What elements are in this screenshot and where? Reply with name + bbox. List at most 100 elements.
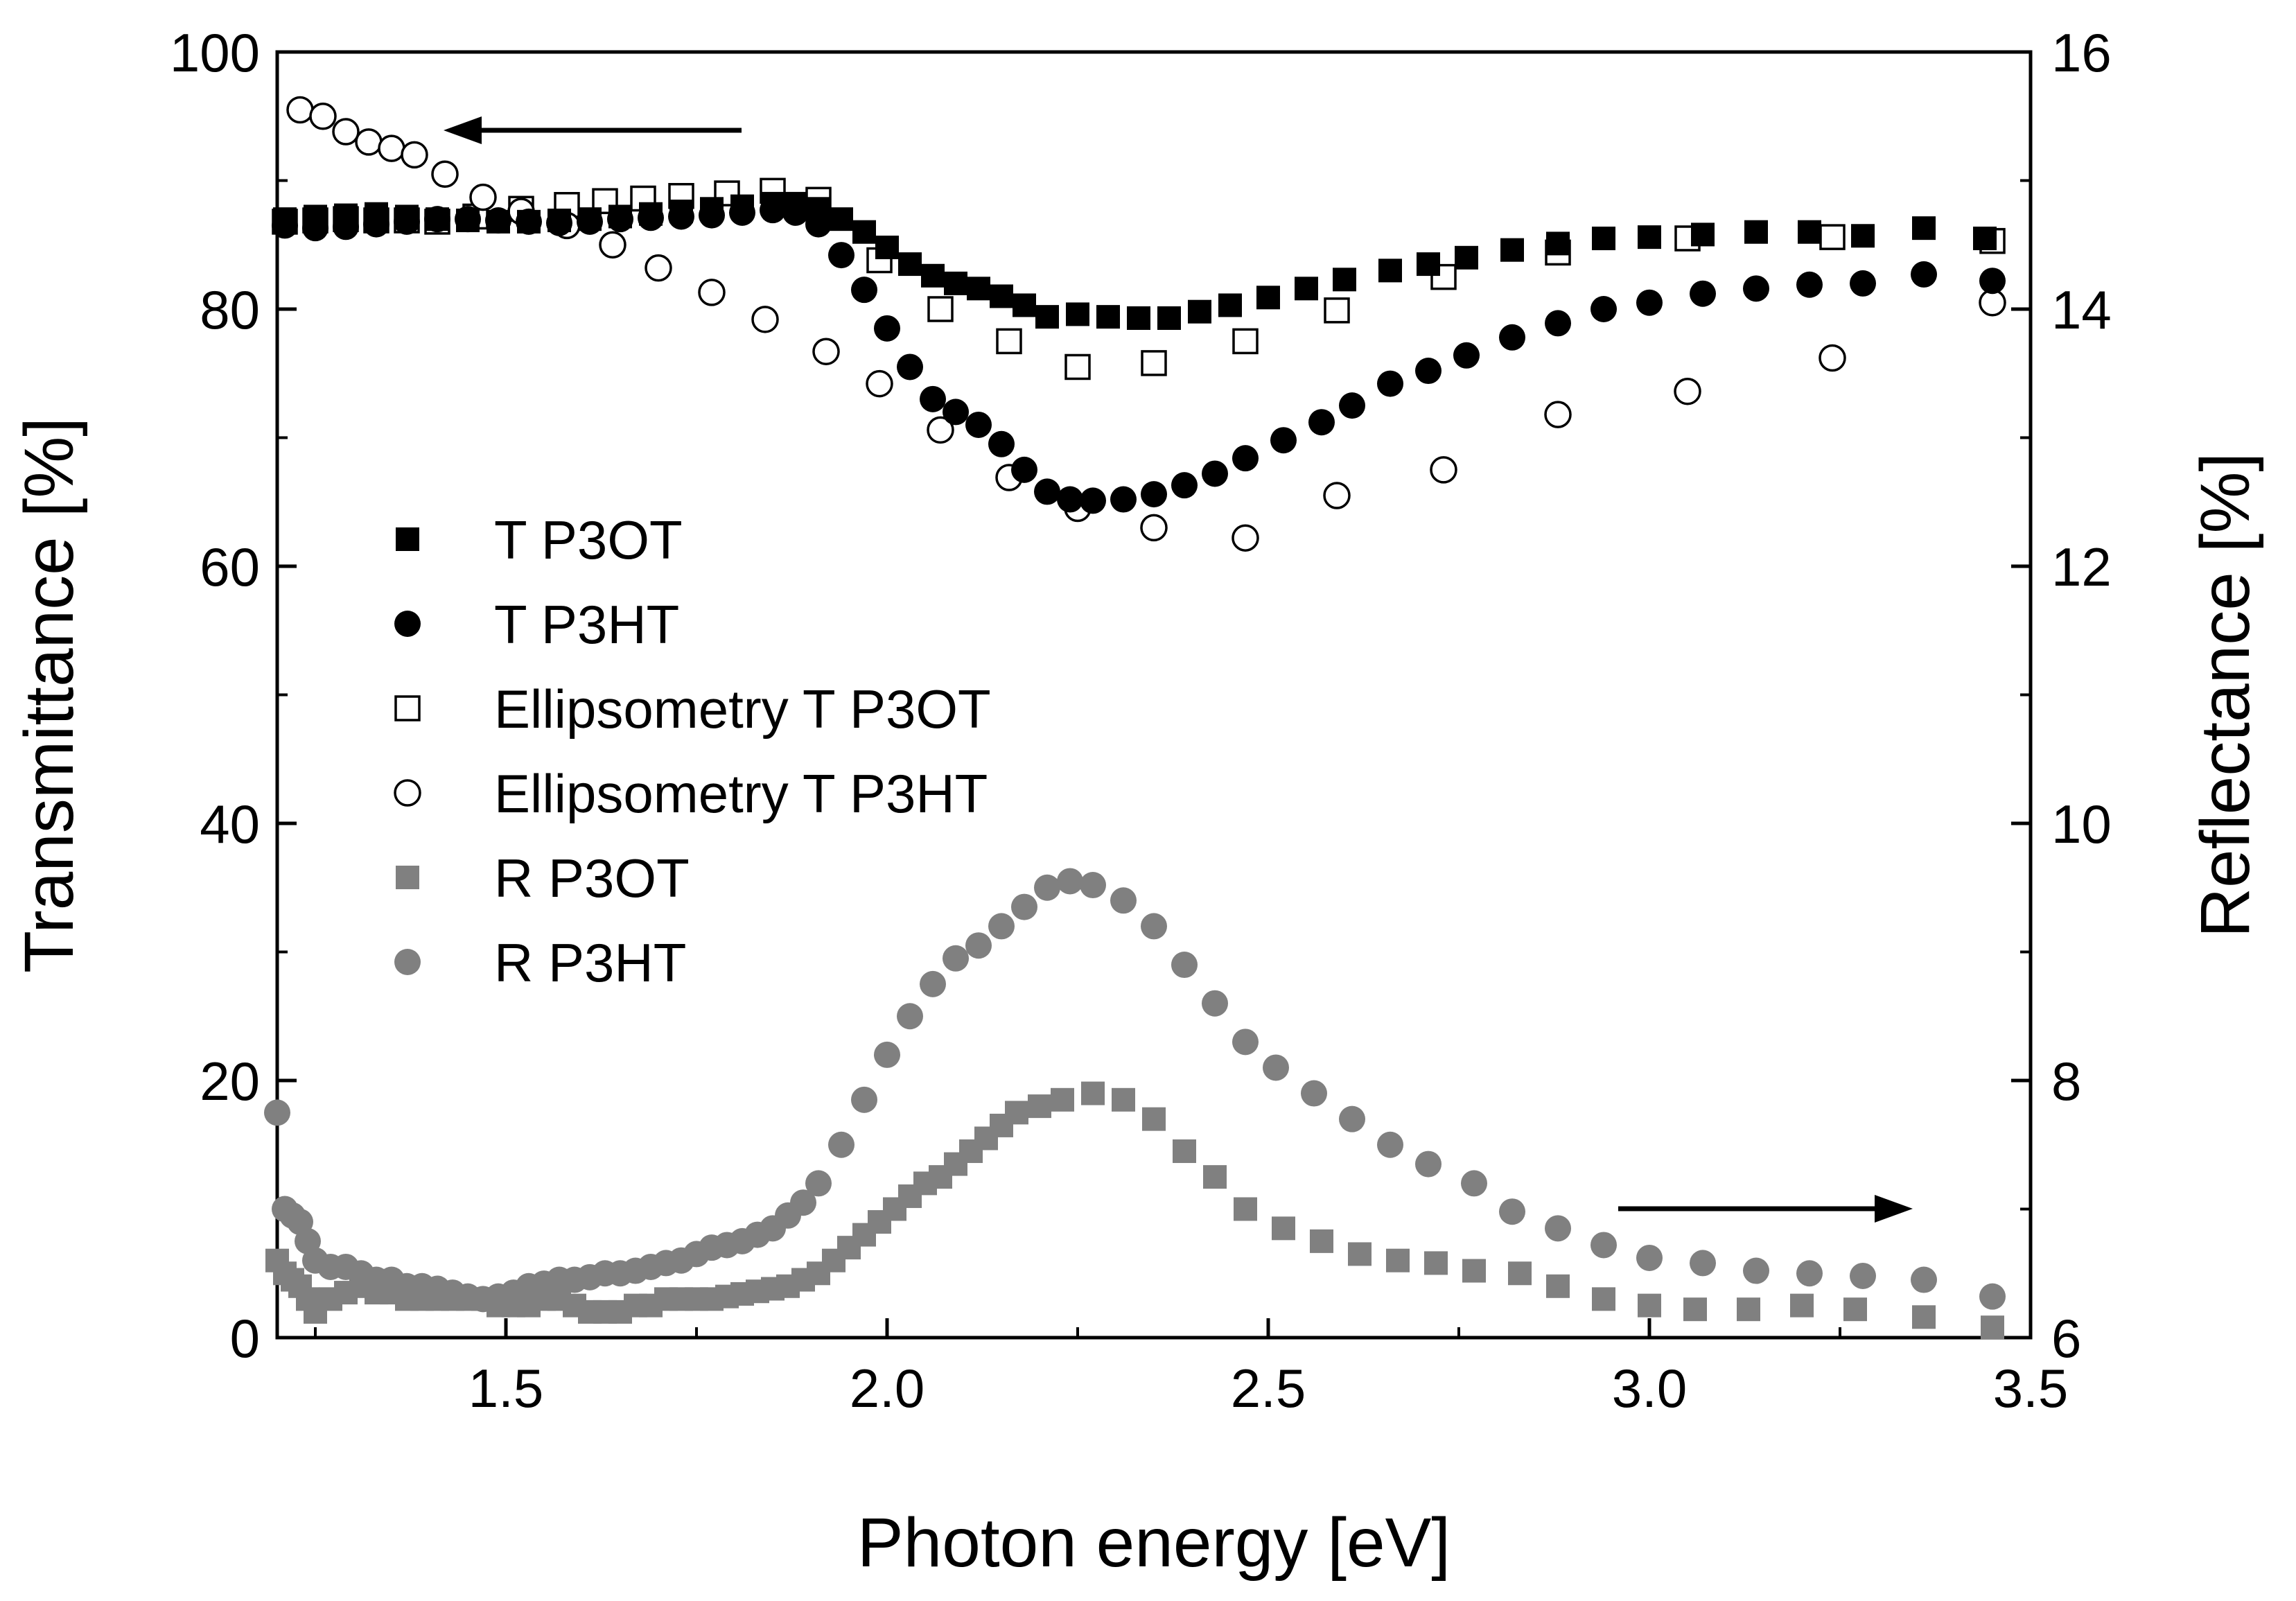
legend-label: R P3HT bbox=[494, 932, 686, 993]
data-point-r-p3ht bbox=[851, 1086, 877, 1113]
legend-item-t-p3ht: T P3HT bbox=[394, 594, 679, 655]
data-point-ellipsometry-t-p3ht bbox=[1819, 344, 1846, 372]
data-point-r-p3ot bbox=[1142, 1107, 1166, 1131]
data-point-t-p3ht bbox=[1141, 481, 1167, 508]
data-point-t-p3ht bbox=[1034, 478, 1060, 505]
data-point-t-p3ot bbox=[1417, 252, 1440, 277]
data-point-r-p3ht bbox=[1202, 990, 1228, 1017]
legend: T P3OT T P3HT Ellipsometry T P3OT Ellipsome… bbox=[394, 509, 991, 993]
data-point-t-p3ot bbox=[1066, 302, 1089, 326]
legend-marker bbox=[396, 527, 419, 551]
y2-tick-label: 8 bbox=[2051, 1051, 2081, 1112]
data-point-t-p3ot bbox=[1638, 225, 1661, 250]
data-point-r-p3ht bbox=[1263, 1054, 1289, 1081]
data-point-ellipsometry-t-p3ht bbox=[751, 306, 779, 333]
data-point-t-p3ht bbox=[607, 206, 633, 233]
data-point-r-p3ot bbox=[1112, 1087, 1135, 1112]
data-point-t-p3ht bbox=[1590, 296, 1617, 322]
data-point-r-p3ht bbox=[1080, 872, 1106, 899]
data-point-t-p3ht bbox=[851, 277, 877, 304]
data-point-ellipsometry-t-p3ht bbox=[812, 338, 840, 365]
data-point-t-p3ot bbox=[1592, 226, 1615, 250]
data-point-t-p3ot bbox=[990, 284, 1013, 308]
data-point-ellipsometry-t-p3ot bbox=[1324, 297, 1350, 324]
data-point-t-p3ot bbox=[1546, 231, 1570, 256]
data-point-t-p3ot bbox=[1333, 268, 1356, 292]
data-point-t-p3ot bbox=[1218, 293, 1242, 317]
x-tick-label: 3.0 bbox=[1612, 1358, 1687, 1419]
data-point-t-p3ot bbox=[1798, 220, 1821, 244]
data-point-ellipsometry-t-p3ht bbox=[1430, 456, 1457, 484]
y-tick-label: 60 bbox=[200, 536, 260, 597]
series-r-p3ht bbox=[264, 868, 2006, 1313]
data-point-r-p3ot bbox=[1981, 1315, 2004, 1340]
y-tick-label: 100 bbox=[170, 22, 260, 83]
data-point-r-p3ot bbox=[1173, 1139, 1196, 1164]
data-point-r-p3ht bbox=[790, 1189, 816, 1216]
data-point-t-p3ot bbox=[1851, 224, 1875, 248]
data-point-t-p3ot bbox=[1013, 293, 1036, 317]
data-point-ellipsometry-t-p3ot bbox=[1064, 353, 1091, 380]
data-point-t-p3ht bbox=[485, 207, 511, 234]
data-point-r-p3ht bbox=[965, 932, 992, 959]
y-tick-label: 40 bbox=[200, 794, 260, 855]
data-point-ellipsometry-t-p3ht bbox=[1544, 401, 1572, 428]
data-point-t-p3ht bbox=[782, 199, 809, 226]
data-point-r-p3ht bbox=[1850, 1262, 1876, 1289]
data-point-r-p3ht bbox=[1415, 1151, 1441, 1178]
data-point-r-p3ot bbox=[1790, 1293, 1814, 1318]
data-point-t-p3ht bbox=[988, 430, 1015, 457]
data-point-r-p3ot bbox=[1737, 1297, 1760, 1322]
data-point-ellipsometry-t-p3ht bbox=[286, 96, 314, 124]
data-point-t-p3ht bbox=[668, 203, 694, 230]
data-point-r-p3ht bbox=[1057, 868, 1083, 895]
data-point-r-p3ot bbox=[1051, 1087, 1074, 1112]
series-r-p3ot bbox=[265, 1081, 2004, 1340]
y2-tick-label: 10 bbox=[2051, 794, 2112, 855]
data-point-r-p3ht bbox=[264, 1099, 290, 1126]
data-point-t-p3ht bbox=[638, 204, 664, 231]
data-point-r-p3ht bbox=[1636, 1244, 1663, 1271]
data-point-t-p3ht bbox=[1202, 460, 1228, 487]
data-point-t-p3ht bbox=[1232, 445, 1259, 472]
data-point-t-p3ht bbox=[760, 197, 786, 224]
data-point-r-p3ht bbox=[897, 1003, 923, 1030]
data-point-t-p3ht bbox=[1308, 409, 1335, 436]
data-point-t-p3ot bbox=[944, 271, 967, 295]
data-point-ellipsometry-t-p3ht bbox=[355, 128, 383, 156]
data-point-r-p3ot bbox=[1386, 1248, 1410, 1272]
data-point-r-p3ht bbox=[1011, 893, 1037, 920]
data-point-t-p3ht bbox=[1636, 289, 1663, 316]
data-point-t-p3ht bbox=[920, 385, 946, 412]
data-point-ellipsometry-t-p3ht bbox=[599, 231, 626, 259]
data-point-ellipsometry-t-p3ht bbox=[332, 118, 360, 146]
data-point-r-p3ht bbox=[1545, 1215, 1571, 1242]
series-t-p3ht bbox=[272, 197, 2006, 514]
data-point-r-p3ot bbox=[1508, 1261, 1532, 1286]
data-point-r-p3ot bbox=[1203, 1165, 1227, 1189]
data-point-t-p3ht bbox=[363, 211, 389, 238]
data-point-r-p3ot bbox=[1638, 1293, 1661, 1318]
data-point-r-p3ot bbox=[1234, 1197, 1257, 1221]
data-point-r-p3ht bbox=[988, 913, 1015, 940]
legend-marker bbox=[396, 866, 419, 889]
legend-item-ellipsometry-t-p3ht: Ellipsometry T P3HT bbox=[394, 763, 988, 824]
data-point-t-p3ht bbox=[333, 213, 359, 240]
data-point-t-p3ht bbox=[424, 206, 450, 233]
data-point-t-p3ht bbox=[272, 212, 298, 239]
data-point-r-p3ht bbox=[1110, 887, 1137, 914]
data-point-r-p3ht bbox=[1590, 1232, 1617, 1259]
data-point-ellipsometry-t-p3ot bbox=[1232, 328, 1259, 355]
data-point-t-p3ht bbox=[1171, 472, 1198, 499]
data-point-r-p3ht bbox=[1034, 874, 1060, 901]
data-point-t-p3ot bbox=[898, 252, 922, 277]
y2-axis-ticks: 6 8 10 12 14 16 bbox=[2011, 22, 2112, 1369]
data-point-ellipsometry-t-p3ht bbox=[1674, 377, 1701, 405]
data-point-t-p3ht bbox=[1339, 392, 1365, 419]
data-point-r-p3ht bbox=[1339, 1105, 1365, 1132]
data-point-ellipsometry-t-p3ot bbox=[1141, 350, 1167, 376]
data-point-t-p3ht bbox=[965, 411, 992, 438]
data-point-r-p3ht bbox=[1461, 1170, 1487, 1197]
data-point-r-p3ht bbox=[828, 1131, 855, 1158]
